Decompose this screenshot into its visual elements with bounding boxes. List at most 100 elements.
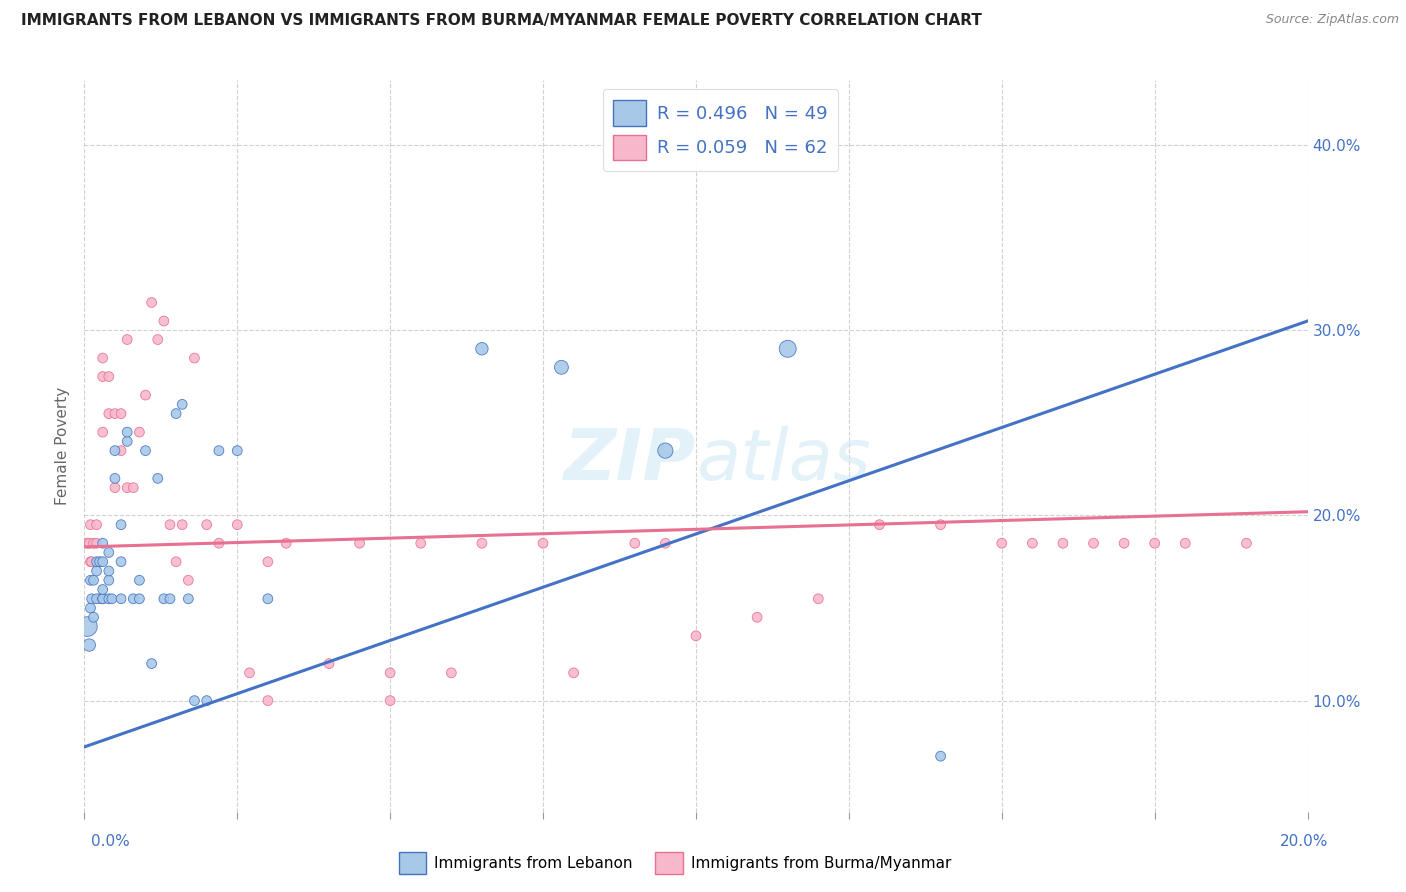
Point [77, 536, 100, 550]
Text: atlas: atlas [696, 426, 870, 495]
Point [97, 369, 120, 384]
Point [101, 591, 124, 606]
Point [104, 407, 127, 421]
Point [79, 574, 101, 588]
Point [257, 555, 280, 569]
Point [208, 443, 231, 458]
Text: IMMIGRANTS FROM LEBANON VS IMMIGRANTS FROM BURMA/MYANMAR FEMALE POVERTY CORRELAT: IMMIGRANTS FROM LEBANON VS IMMIGRANTS FR… [21, 13, 981, 29]
Point [91, 536, 114, 550]
Point [135, 443, 157, 458]
Point [172, 397, 194, 411]
Text: 0.0%: 0.0% [91, 834, 131, 849]
Point [104, 471, 127, 485]
Point [195, 693, 218, 707]
Point [172, 517, 194, 532]
Point [177, 574, 200, 588]
Legend: Immigrants from Lebanon, Immigrants from Burma/Myanmar: Immigrants from Lebanon, Immigrants from… [392, 846, 957, 880]
Point [257, 693, 280, 707]
Point [79, 517, 101, 532]
Point [110, 407, 132, 421]
Point [165, 555, 187, 569]
Point [76, 619, 98, 633]
Point [97, 545, 120, 559]
Point [104, 481, 127, 495]
Point [83, 536, 105, 550]
Point [1174, 536, 1197, 550]
Point [77, 638, 100, 652]
Point [83, 574, 105, 588]
Point [159, 517, 181, 532]
Point [929, 749, 952, 764]
Point [562, 665, 585, 680]
Point [86, 536, 108, 550]
Point [1052, 536, 1074, 550]
Point [91, 582, 114, 597]
Point [128, 591, 150, 606]
Point [97, 574, 120, 588]
Point [153, 591, 176, 606]
Point [380, 693, 402, 707]
Point [128, 574, 150, 588]
Point [471, 536, 494, 550]
Point [226, 443, 249, 458]
Point [318, 657, 340, 671]
Point [531, 536, 554, 550]
Point [115, 434, 138, 449]
Point [409, 536, 432, 550]
Point [86, 564, 108, 578]
Point [110, 555, 132, 569]
Point [91, 591, 114, 606]
Point [91, 351, 114, 365]
Point [91, 555, 114, 569]
Point [79, 601, 101, 615]
Text: Source: ZipAtlas.com: Source: ZipAtlas.com [1265, 13, 1399, 27]
Point [1021, 536, 1043, 550]
Point [146, 333, 169, 347]
Point [89, 555, 111, 569]
Point [776, 342, 799, 356]
Point [195, 517, 218, 532]
Point [122, 481, 145, 495]
Point [869, 517, 891, 532]
Point [91, 369, 114, 384]
Point [183, 693, 205, 707]
Point [276, 536, 298, 550]
Point [685, 629, 707, 643]
Point [624, 536, 647, 550]
Point [146, 471, 169, 485]
Point [97, 407, 120, 421]
Point [349, 536, 371, 550]
Point [471, 342, 494, 356]
Point [141, 657, 163, 671]
Point [153, 314, 176, 328]
Point [165, 407, 187, 421]
Point [86, 517, 108, 532]
Point [238, 665, 260, 680]
Point [80, 555, 103, 569]
Point [115, 425, 138, 439]
Point [97, 564, 120, 578]
Point [86, 591, 108, 606]
Point [177, 591, 200, 606]
Point [929, 517, 952, 532]
Point [122, 591, 145, 606]
Point [128, 425, 150, 439]
Point [226, 517, 249, 532]
Point [257, 591, 280, 606]
Point [86, 555, 108, 569]
Point [380, 665, 402, 680]
Point [1234, 536, 1257, 550]
Point [208, 536, 231, 550]
Point [183, 351, 205, 365]
Point [110, 517, 132, 532]
Text: 20.0%: 20.0% [1281, 834, 1329, 849]
Point [91, 591, 114, 606]
Point [89, 591, 111, 606]
Point [83, 610, 105, 624]
Point [159, 591, 181, 606]
Point [807, 591, 830, 606]
Point [654, 443, 676, 458]
Point [115, 333, 138, 347]
Point [135, 388, 157, 402]
Point [104, 443, 127, 458]
